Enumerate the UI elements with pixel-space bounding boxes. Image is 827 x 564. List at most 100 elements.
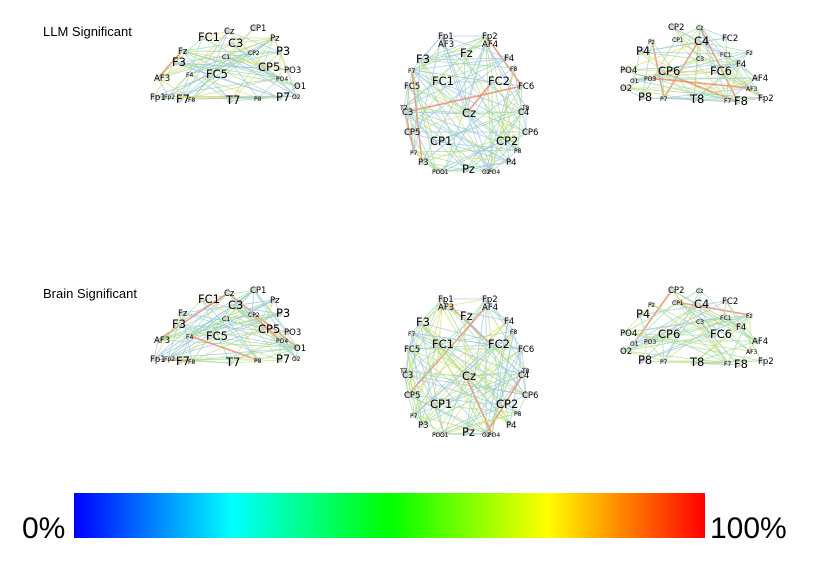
connection-edge bbox=[157, 299, 275, 341]
connection-edge bbox=[675, 301, 729, 364]
connection-edge bbox=[181, 312, 289, 333]
connection-edge bbox=[485, 35, 519, 151]
connection-edge bbox=[421, 131, 527, 163]
electrode-label: C3 bbox=[228, 298, 243, 312]
connection-edge bbox=[647, 77, 751, 89]
electrode-label: PO4 bbox=[488, 169, 500, 176]
connection-edge bbox=[421, 374, 523, 426]
electrode-node bbox=[179, 48, 185, 54]
connection-edge bbox=[157, 335, 191, 341]
connection-edge bbox=[727, 63, 741, 101]
connection-edge bbox=[251, 289, 255, 315]
electrode-label: O2 bbox=[482, 432, 491, 439]
electrode-label: P8 bbox=[254, 96, 262, 103]
connection-edge bbox=[441, 43, 467, 115]
electrode-node bbox=[199, 297, 205, 303]
electrode-node bbox=[255, 95, 261, 101]
electrode-node bbox=[621, 85, 627, 91]
electrode-node bbox=[721, 314, 727, 320]
connection-edge bbox=[435, 404, 501, 435]
electrode-label: CP2 bbox=[248, 50, 260, 57]
electrode-node bbox=[199, 35, 205, 41]
connection-edge bbox=[405, 111, 487, 172]
connection-edge bbox=[419, 35, 487, 61]
electrode-node bbox=[225, 28, 231, 34]
connection-edge bbox=[405, 111, 511, 163]
electrode-label: FC6 bbox=[518, 345, 534, 355]
electrode-label: PO3 bbox=[432, 169, 444, 176]
electrode-node bbox=[439, 33, 445, 39]
connection-edge bbox=[699, 289, 741, 328]
electrode-label: PO3 bbox=[284, 328, 301, 338]
connection-edge bbox=[663, 316, 725, 362]
electrode-node bbox=[165, 355, 171, 361]
electrode-node bbox=[505, 318, 511, 324]
electrode-node bbox=[669, 24, 675, 30]
connection-edge bbox=[407, 85, 467, 115]
connection-edge bbox=[403, 57, 509, 108]
connection-edge bbox=[201, 30, 229, 39]
electrode-node bbox=[649, 301, 655, 307]
edges bbox=[153, 27, 299, 102]
electrode-node bbox=[691, 97, 697, 103]
brain-panel-left-row2: FC1 Cz CP1 Pz Fz C3 CP2 P3 F3 C1 CP5 PO3 AF3 F4 FC5 PO4… bbox=[150, 286, 306, 369]
connection-edge bbox=[407, 57, 509, 133]
electrode-label: PO3 bbox=[432, 432, 444, 439]
connection-edge bbox=[157, 37, 275, 79]
electrode-label: CP6 bbox=[522, 128, 538, 138]
connection-edge bbox=[181, 50, 281, 79]
electrode-node bbox=[639, 358, 645, 364]
connection-edge bbox=[419, 53, 465, 61]
electrode-label: PO4 bbox=[276, 338, 288, 345]
electrode-label: P4 bbox=[636, 44, 650, 58]
electrode-node bbox=[207, 72, 213, 78]
connection-edge bbox=[485, 111, 523, 172]
electrode-node bbox=[523, 367, 529, 373]
connection-edge bbox=[661, 334, 665, 362]
connection-edge bbox=[421, 161, 445, 172]
electrode-label: P4 bbox=[506, 421, 517, 431]
connection-edge bbox=[639, 37, 727, 53]
connection-edge bbox=[407, 85, 493, 172]
electrode-node bbox=[433, 168, 439, 174]
electrode-node bbox=[405, 129, 411, 135]
electrode-label: Cz bbox=[224, 289, 235, 299]
electrode-node bbox=[461, 51, 467, 57]
electrode-node bbox=[259, 327, 265, 333]
electrode-label: FC1 bbox=[198, 30, 220, 44]
electrode-label: P4 bbox=[636, 307, 650, 321]
electrode-label: P7 bbox=[276, 90, 290, 104]
connection-edge bbox=[227, 30, 297, 97]
electrode-node bbox=[249, 49, 255, 55]
electrode-node bbox=[277, 357, 283, 363]
connection-edge bbox=[413, 151, 487, 172]
electrode-node bbox=[271, 297, 277, 303]
electrode-node bbox=[695, 39, 701, 45]
connection-edge bbox=[693, 340, 757, 364]
connection-edge bbox=[189, 51, 253, 75]
electrode-node bbox=[735, 362, 741, 368]
connection-edge bbox=[225, 55, 259, 99]
connection-edge bbox=[419, 59, 515, 69]
electrode-label: P7 bbox=[410, 413, 418, 420]
connection-edge bbox=[181, 50, 281, 53]
electrode-node bbox=[631, 340, 637, 346]
connection-edge bbox=[443, 376, 467, 435]
electrode-label: PO4 bbox=[488, 432, 500, 439]
connection-edge bbox=[189, 317, 227, 337]
electrode-node bbox=[439, 41, 445, 47]
electrode-node bbox=[251, 25, 257, 31]
electrode-label: C3 bbox=[402, 371, 413, 381]
connection-edge bbox=[419, 322, 493, 435]
electrode-node bbox=[483, 296, 489, 302]
electrode-label: P3 bbox=[418, 421, 429, 431]
electrode-label: F4 bbox=[736, 323, 746, 333]
connection-edge bbox=[411, 69, 519, 151]
connection-edge bbox=[435, 53, 465, 83]
connection-edge bbox=[463, 316, 527, 396]
electrode-label: T8 bbox=[521, 368, 530, 375]
connection-edge bbox=[189, 335, 259, 361]
connection-edge bbox=[723, 53, 763, 99]
connection-edge bbox=[279, 51, 289, 71]
electrode-label: Fp2 bbox=[758, 357, 774, 367]
